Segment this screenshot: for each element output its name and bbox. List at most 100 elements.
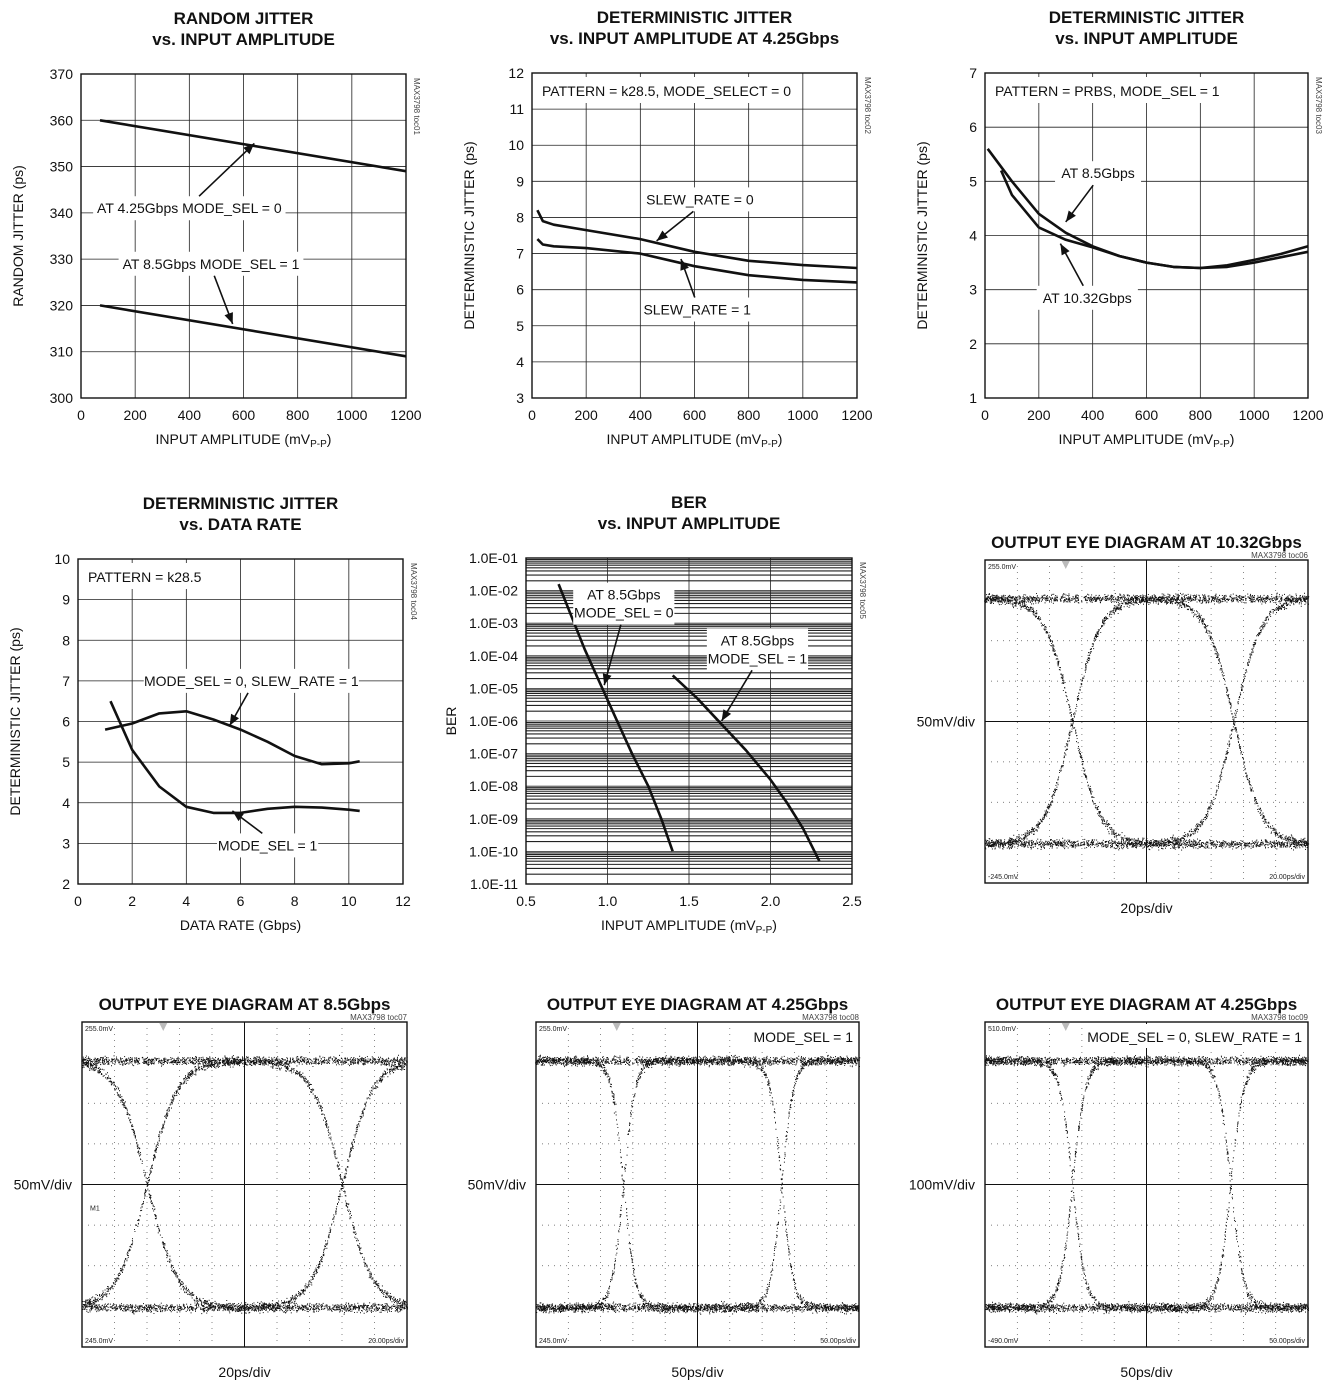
x-tick-label: 2 (128, 893, 136, 909)
x-tick-label: 1200 (390, 407, 421, 423)
x-tick-label: 0 (528, 407, 536, 423)
y-tick-label: 7 (62, 673, 70, 689)
scope-top-level: 255.0mV (85, 1026, 113, 1033)
annotation-arrowhead (1065, 210, 1076, 222)
x-axis-label: DATA RATE (Gbps) (180, 917, 301, 933)
x-tick-label: 0 (74, 893, 82, 909)
plot-frame (525, 557, 853, 885)
x-axis-label: INPUT AMPLITUDE (mVP-P) (601, 917, 777, 936)
x-tick-label: 600 (1135, 407, 1159, 423)
plot-frame (77, 558, 404, 885)
x-tick-label: 1000 (336, 407, 367, 423)
plot-frame (80, 73, 407, 399)
x-tick-label: 600 (232, 407, 256, 423)
figure-reference: MAX3798 toc03 (1314, 77, 1323, 134)
series-line-2 (536, 238, 858, 284)
y-tick-label: 1.0E-08 (469, 778, 518, 794)
chart-c2: DETERMINISTIC JITTER vs. INPUT AMPLITUDE … (461, 8, 873, 450)
series-line-1 (986, 148, 1309, 270)
y-tick-label: 5 (516, 318, 524, 334)
trigger-marker (1061, 561, 1070, 569)
scope-time-scale: 50.00ps/div (820, 1338, 856, 1345)
y-tick-label: 320 (50, 297, 74, 313)
marker-label: M1 (90, 1206, 100, 1213)
annotation-arrowhead (656, 230, 668, 241)
y-tick-label: 4 (969, 228, 977, 244)
annotation-background (1055, 161, 1142, 186)
annotation-background (216, 833, 319, 858)
figure-reference: MAX3798 toc07 (350, 1013, 407, 1022)
y-tick-label: 3 (969, 282, 977, 298)
x-tick-label: 800 (737, 407, 761, 423)
annotation-label: SLEW_RATE = 0 (646, 191, 754, 207)
y-tick-label: 6 (62, 714, 70, 730)
annotation-label: MODE_SEL = 1 (708, 650, 808, 666)
chart-c7: OUTPUT EYE DIAGRAM AT 8.5Gbps 255.0mV 245.… (14, 995, 408, 1380)
vertical-scale-label: 50mV/div (468, 1177, 526, 1193)
x-tick-label: 1200 (1292, 407, 1323, 423)
vertical-scale-label: 50mV/div (917, 714, 975, 730)
y-tick-label: 8 (516, 209, 524, 225)
y-tick-label: 1.0E-10 (469, 843, 518, 859)
y-tick-label: 9 (62, 592, 70, 608)
y-tick-label: 7 (969, 65, 977, 81)
y-tick-label: 360 (50, 112, 74, 128)
y-tick-label: 330 (50, 251, 74, 267)
annotation-label: AT 8.5Gbps (1061, 165, 1134, 181)
x-tick-label: 6 (237, 893, 245, 909)
annotation-background (706, 628, 809, 671)
eye-trace (984, 1054, 1309, 1315)
x-tick-label: 1000 (787, 407, 818, 423)
y-tick-label: 300 (50, 390, 74, 406)
chart-title: BER (671, 493, 707, 512)
x-axis-label: INPUT AMPLITUDE (mVP-P) (607, 431, 783, 450)
chart-c1: RANDOM JITTER vs. INPUT AMPLITUDE 0 200 400 6… (10, 9, 422, 450)
y-tick-label: 4 (516, 354, 524, 370)
annotation-label: AT 8.5Gbps MODE_SEL = 1 (123, 256, 300, 272)
y-axis-label: DETERMINISTIC JITTER (ps) (7, 627, 23, 815)
annotation-background (143, 668, 359, 693)
x-tick-label: 400 (1081, 407, 1105, 423)
x-tick-label: 400 (178, 407, 202, 423)
note-background (82, 563, 209, 589)
chart-title: DETERMINISTIC JITTER (143, 494, 339, 513)
y-tick-label: 370 (50, 66, 74, 82)
note-text: MODE_SEL = 1 (754, 1029, 854, 1045)
annotation-arrowhead (1060, 243, 1070, 256)
annotation-background (93, 196, 286, 221)
series-line-1 (104, 710, 360, 766)
annotation-label: AT 4.25Gbps MODE_SEL = 0 (97, 200, 282, 216)
y-tick-label: 1 (969, 390, 977, 406)
chart-title: DETERMINISTIC JITTER (597, 8, 793, 27)
annotation-background (118, 251, 304, 276)
annotation-label: SLEW_RATE = 1 (643, 302, 751, 318)
x-tick-label: 800 (286, 407, 310, 423)
y-tick-label: 2 (969, 336, 977, 352)
x-tick-label: 0.5 (516, 893, 536, 909)
chart-title: OUTPUT EYE DIAGRAM AT 10.32Gbps (991, 533, 1302, 552)
figure-reference: MAX3798 toc01 (412, 78, 421, 135)
annotation-arrowhead (224, 312, 233, 324)
scope-top-level: 255.0mV (988, 564, 1016, 571)
y-tick-label: 5 (969, 173, 977, 189)
x-tick-label: 4 (182, 893, 190, 909)
x-tick-label: 0 (77, 407, 85, 423)
note-text: PATTERN = k28.5 (88, 569, 202, 585)
x-tick-label: 0 (981, 407, 989, 423)
annotation-background (1036, 285, 1138, 310)
y-tick-label: 1.0E-09 (469, 811, 518, 827)
y-tick-label: 7 (516, 246, 524, 262)
y-tick-label: 10 (508, 137, 524, 153)
scope-bottom-level: 245.0mV (539, 1338, 567, 1345)
scope-top-level: 255.0mV (539, 1026, 567, 1033)
y-tick-label: 1.0E-03 (469, 615, 518, 631)
note-background (989, 77, 1213, 103)
x-axis-label: INPUT AMPLITUDE (mVP-P) (1059, 431, 1235, 450)
y-tick-label: 8 (62, 632, 70, 648)
plot-frame (984, 72, 1309, 399)
chart-title: OUTPUT EYE DIAGRAM AT 4.25Gbps (996, 995, 1297, 1014)
eye-trace (984, 592, 1310, 851)
annotation-background (645, 187, 755, 212)
annotation-background (573, 582, 675, 625)
